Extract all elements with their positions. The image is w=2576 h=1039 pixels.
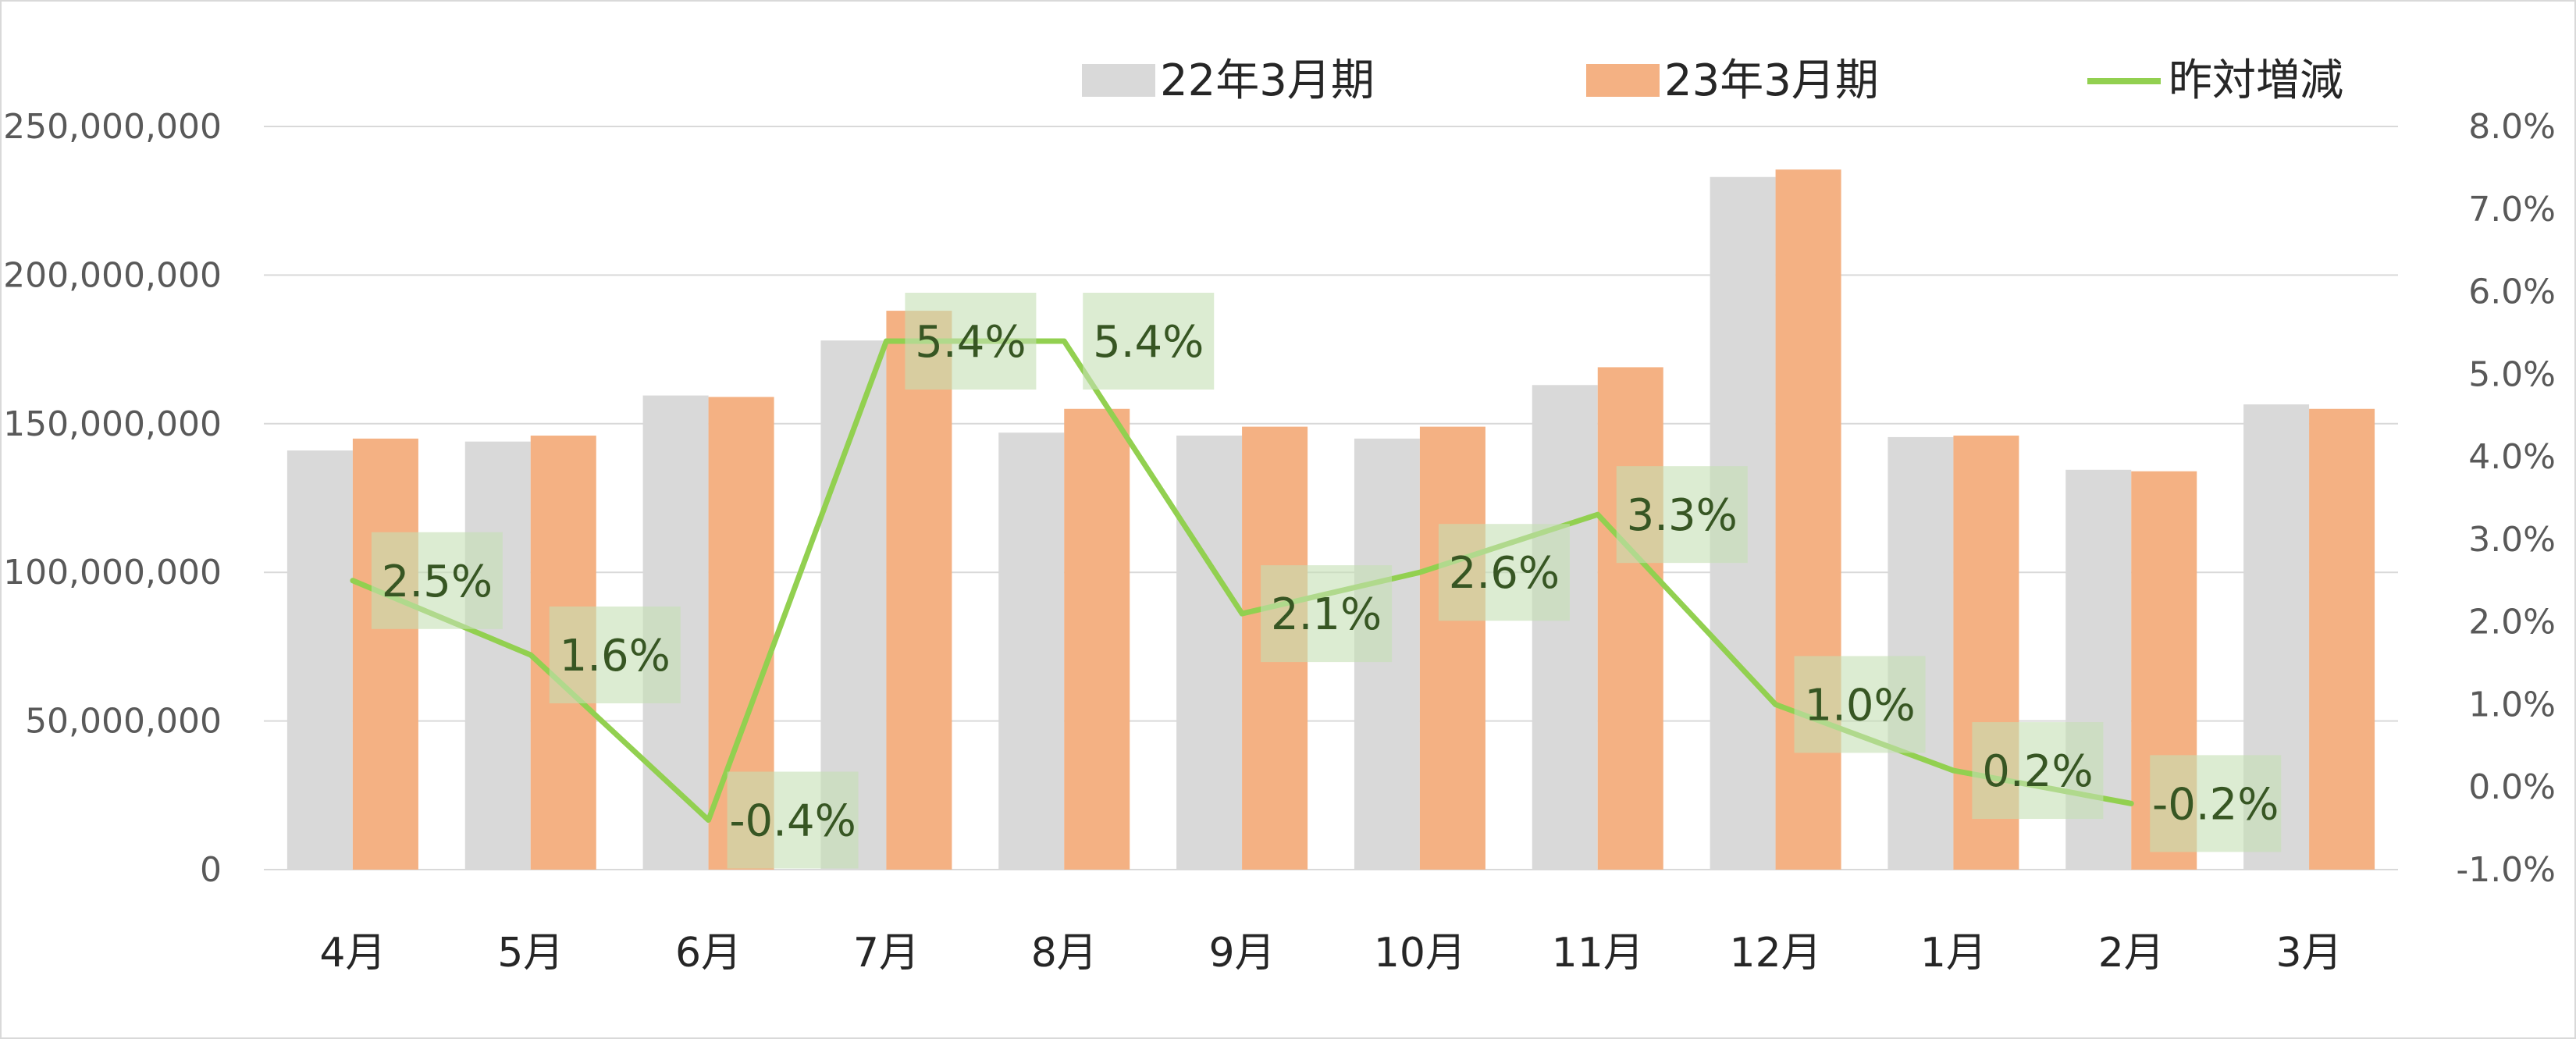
data-label: 0.2% [1982,746,2093,797]
y-right-tick-label: 5.0% [2468,354,2556,394]
x-tick-label: 1月 [1920,930,1987,977]
data-label: 2.1% [1271,589,1382,640]
bar-22 [464,441,531,870]
legend-label-yoy: 昨対増減 [2169,55,2343,106]
data-label-box [549,606,681,703]
x-tick-label: 12月 [1729,930,1821,977]
bar-22 [286,450,353,870]
x-tick-label: 6月 [675,930,742,977]
x-tick-label: 2月 [2098,930,2165,977]
bar-23 [1597,367,1663,870]
x-tick-label: 4月 [319,930,386,977]
y-right-tick-label: 3.0% [2468,520,2556,560]
data-label: 2.6% [1449,548,1560,599]
data-label-box [1794,656,1926,753]
y-right-tick-label: 0.0% [2468,767,2556,807]
data-label: 5.4% [1093,317,1204,368]
x-tick-label: 5月 [497,930,564,977]
data-label: -0.4% [729,796,856,847]
y-right-tick-label: 6.0% [2468,272,2556,312]
data-label-box [2150,755,2282,852]
data-label-box [1972,722,2104,820]
y-right-tick-label: 7.0% [2468,190,2556,230]
x-tick-label: 8月 [1031,930,1098,977]
y-left-tick-label: 0 [200,850,222,890]
bar-23 [1775,169,1841,870]
bar-23 [1419,426,1485,870]
x-tick-label: 3月 [2276,930,2343,977]
data-label-box [905,293,1037,390]
data-label: 1.0% [1804,680,1915,731]
bar-23 [886,311,952,870]
y-right-tick-label: 4.0% [2468,437,2556,477]
legend-label-22: 22年3月期 [1160,55,1375,106]
legend: 22年3月期 23年3月期 昨対増減 [1082,55,2343,106]
x-tick-label: 7月 [853,930,920,977]
x-tick-label: 9月 [1209,930,1276,977]
legend-label-23: 23年3月期 [1664,55,1879,106]
data-label: 2.5% [382,557,493,607]
bar-23 [2309,408,2375,870]
data-label-box [1438,524,1570,621]
bar-23 [1064,408,1130,870]
x-tick-label: 10月 [1374,930,1466,977]
data-label-box [1616,466,1748,564]
y-right-tick-label: 8.0% [2468,107,2556,147]
data-label-box [1261,565,1393,663]
y-right-tick-label: 1.0% [2468,685,2556,724]
axes: 0 50,000,000 100,000,000 150,000,000 200,000… [3,107,2556,977]
data-labels: 2.5% 1.6% -0.4% 5.4% 5.4% 2.1% 2.6% 3.3% 1.0% 0.2… [371,293,2282,869]
data-label: 1.6% [560,631,671,681]
bar-22 [1888,436,1954,870]
y-right-tick-label: -1.0% [2456,850,2556,890]
y-left-tick-label: 250,000,000 [3,107,222,147]
data-label: 3.3% [1627,490,1738,541]
y-left-tick-label: 100,000,000 [3,553,222,592]
data-label-box [727,771,859,869]
bar-22 [1532,385,1598,870]
data-label: -0.2% [2152,779,2279,830]
y-left-tick-label: 150,000,000 [3,404,222,444]
data-label: 5.4% [915,317,1026,368]
legend-swatch-22 [1082,64,1155,97]
data-label-box [371,532,503,629]
bar-22 [1176,436,1243,870]
legend-swatch-23 [1586,64,1660,97]
bar-22 [998,432,1065,870]
y-left-tick-label: 50,000,000 [25,702,222,742]
y-left-tick-label: 200,000,000 [3,255,222,295]
y-right-tick-label: 2.0% [2468,603,2556,642]
x-tick-label: 11月 [1552,930,1644,977]
data-label-box [1083,293,1215,390]
bar-23 [352,438,418,870]
